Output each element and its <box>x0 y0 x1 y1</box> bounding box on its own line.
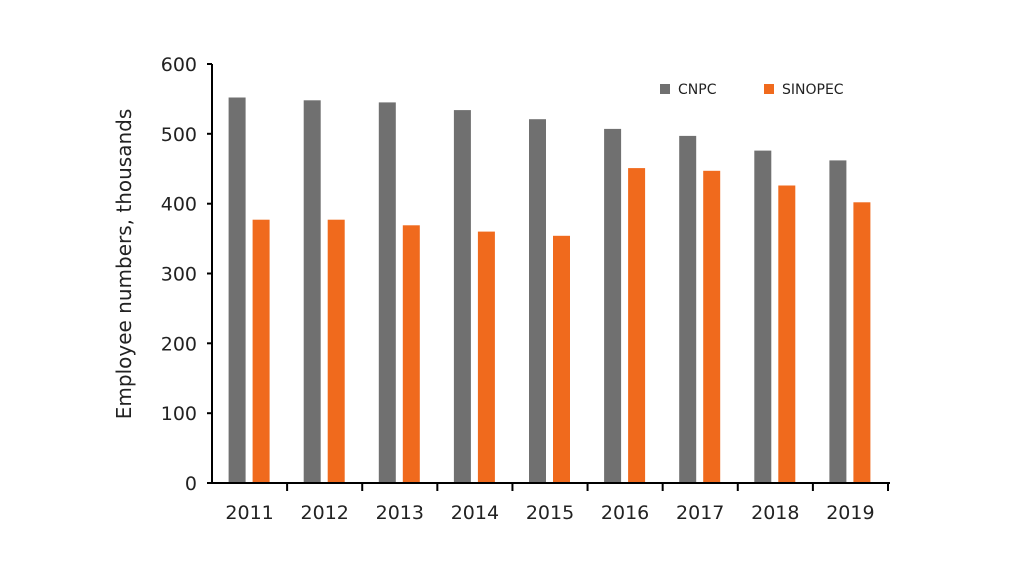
bar-cnpc-2012 <box>303 100 321 484</box>
bar-sinopec-2012 <box>327 219 345 483</box>
bar-cnpc-2015 <box>529 119 546 483</box>
legend-label-cnpc: CNPC <box>678 82 717 98</box>
x-tick-label: 2013 <box>376 502 424 524</box>
y-tick-label: 500 <box>161 124 197 146</box>
bar-cnpc-2014 <box>453 110 471 483</box>
bar-sinopec-2019 <box>853 202 871 484</box>
bars-layer <box>228 97 871 484</box>
x-tick-label: 2015 <box>526 502 574 524</box>
bar-sinopec-2018 <box>778 185 796 483</box>
bar-cnpc-2016 <box>604 128 622 483</box>
x-tick-label: 2019 <box>826 502 874 524</box>
y-tick-label: 300 <box>161 264 197 286</box>
y-tick-label: 400 <box>161 194 197 216</box>
ticks-layer: 2011 2012 2013 2014 2015 2016 2017 2018 2019 0 100… <box>161 54 889 524</box>
x-tick-label: 2014 <box>451 502 499 524</box>
bar-sinopec-2013 <box>402 225 420 484</box>
bar-cnpc-2013 <box>378 102 396 484</box>
x-tick-label: 2018 <box>751 502 799 524</box>
x-tick-label: 2011 <box>225 502 273 524</box>
bar-sinopec-2016 <box>628 168 646 483</box>
bar-sinopec-2015 <box>553 235 570 483</box>
y-tick-label: 600 <box>161 54 197 76</box>
x-tick-label: 2016 <box>601 502 649 524</box>
bar-sinopec-2017 <box>703 170 721 484</box>
legend-label-sinopec: SINOPEC <box>782 82 844 98</box>
bar-sinopec-2014 <box>477 231 495 483</box>
y-tick-label: 100 <box>161 403 197 425</box>
legend: CNPC SINOPEC <box>660 82 844 98</box>
y-axis-title: Employee numbers, thousands <box>112 109 136 420</box>
bar-cnpc-2017 <box>679 135 697 483</box>
y-tick-label: 0 <box>185 473 197 495</box>
bar-cnpc-2011 <box>228 97 246 483</box>
bar-cnpc-2018 <box>754 150 772 483</box>
legend-swatch-sinopec <box>764 84 774 94</box>
bar-cnpc-2019 <box>829 160 847 483</box>
x-tick-label: 2017 <box>676 502 724 524</box>
y-tick-label: 200 <box>161 333 197 355</box>
legend-swatch-cnpc <box>660 84 670 94</box>
bar-sinopec-2011 <box>252 219 270 483</box>
x-tick-label: 2012 <box>301 502 349 524</box>
